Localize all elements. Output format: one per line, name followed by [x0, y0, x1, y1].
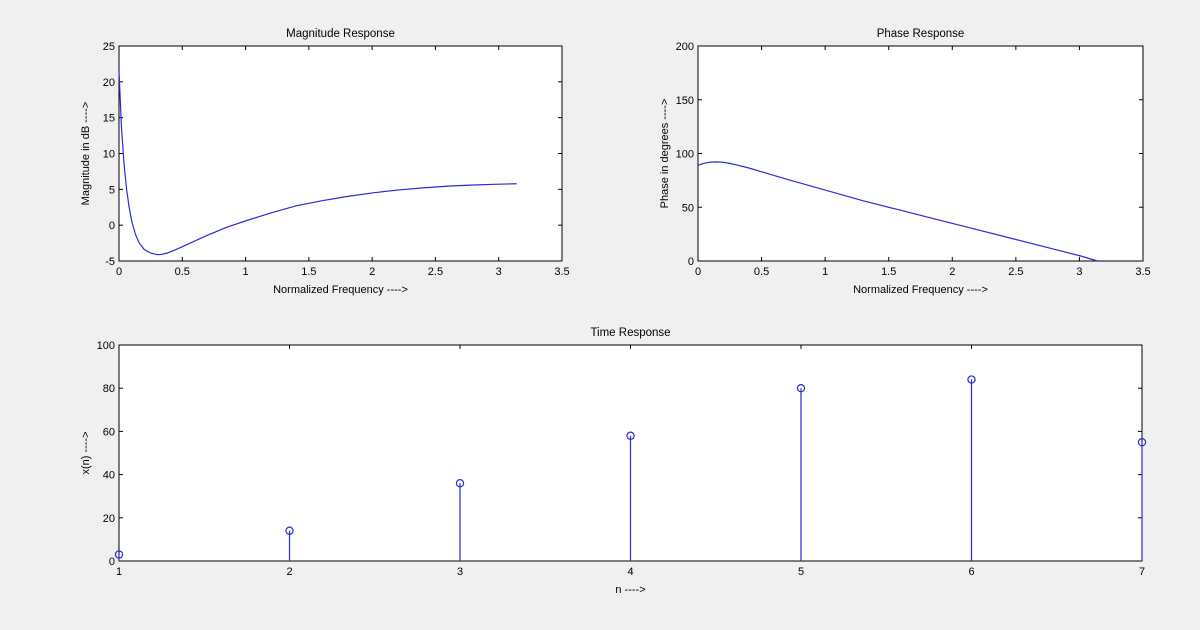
- magnitude-ytick-label: -5: [105, 256, 115, 268]
- magnitude-xtick-label: 3.5: [554, 266, 569, 278]
- time-ytick-label: 80: [103, 383, 115, 395]
- magnitude-title: Magnitude Response: [286, 28, 395, 40]
- phase-ylabel: Phase in degrees ---->: [659, 99, 671, 209]
- phase-xtick-label: 3.5: [1135, 266, 1150, 278]
- magnitude-xtick-label: 0.5: [175, 266, 190, 278]
- magnitude-xtick-label: 0: [116, 266, 122, 278]
- phase-ytick-label: 150: [676, 95, 694, 107]
- time-stem-marker: [626, 431, 635, 440]
- time-ytick-label: 40: [103, 470, 115, 482]
- magnitude-ytick-label: 10: [103, 149, 115, 161]
- magnitude-ytick-label: 15: [103, 113, 115, 125]
- phase-ytick-label: 50: [682, 202, 694, 214]
- magnitude-ytick-label: 20: [103, 77, 115, 89]
- time-stem-marker: [967, 375, 976, 384]
- phase-xtick-label: 0: [695, 266, 701, 278]
- time-stem-marker: [455, 479, 465, 488]
- time-ylabel: x(n) ---->: [80, 431, 92, 474]
- magnitude-xtick-label: 2.5: [428, 266, 443, 278]
- magnitude-ylabel: Magnitude in dB ---->: [80, 102, 92, 206]
- magnitude-ytick-label: 5: [109, 184, 115, 196]
- time-ytick-label: 0: [109, 556, 115, 568]
- time-xtick-label: 4: [627, 566, 633, 578]
- time-stem-marker: [285, 526, 294, 535]
- magnitude-xtick-label: 1: [243, 266, 249, 278]
- time-xtick-label: 5: [798, 566, 804, 578]
- time-ytick-label: 60: [103, 426, 115, 438]
- phase-ytick-label: 0: [688, 256, 694, 268]
- time-ytick-label: 100: [97, 340, 115, 352]
- time-stem-marker: [1137, 438, 1147, 447]
- time-stem-marker: [114, 550, 124, 559]
- phase-xlabel: Normalized Frequency ---->: [853, 284, 988, 296]
- magnitude-ytick-label: 25: [103, 41, 115, 53]
- time-xtick-label: 6: [968, 566, 974, 578]
- phase-xtick-label: 2.5: [1008, 266, 1023, 278]
- magnitude-xtick-label: 3: [496, 266, 502, 278]
- time-xtick-label: 2: [286, 566, 292, 578]
- phase-xtick-label: 3: [1076, 266, 1082, 278]
- time-title: Time Response: [590, 327, 670, 339]
- magnitude-plot-area: [118, 45, 563, 262]
- phase-xtick-label: 1.5: [881, 266, 896, 278]
- phase-title: Phase Response: [877, 28, 965, 40]
- magnitude-series-line: [118, 71, 517, 256]
- time-xtick-label: 3: [457, 566, 463, 578]
- phase-ytick-label: 100: [676, 149, 694, 161]
- magnitude-xtick-label: 1.5: [301, 266, 316, 278]
- phase-chart: 0 0.5 1 1.5 2 2.5 3 3.5 0 50 100 150 200 Phase Respon…: [659, 28, 1151, 296]
- time-chart: 1 2 3 4 5 6 7 0 20 40 60 80 100 Time Response n ----> x…: [80, 327, 1147, 596]
- phase-xtick-label: 1: [822, 266, 828, 278]
- time-ytick-label: 20: [103, 513, 115, 525]
- time-stem-marker: [796, 384, 806, 393]
- time-xtick-label: 1: [116, 566, 122, 578]
- magnitude-xtick-label: 2: [369, 266, 375, 278]
- phase-xtick-label: 0.5: [754, 266, 769, 278]
- phase-xtick-label: 2: [949, 266, 955, 278]
- phase-series-line: [697, 161, 1098, 262]
- time-xtick-label: 7: [1139, 566, 1145, 578]
- magnitude-ytick-label: 0: [109, 220, 115, 232]
- phase-ytick-label: 200: [676, 41, 694, 53]
- time-xlabel: n ---->: [615, 584, 645, 596]
- magnitude-xlabel: Normalized Frequency ---->: [273, 284, 408, 296]
- phase-plot-area: [697, 45, 1144, 262]
